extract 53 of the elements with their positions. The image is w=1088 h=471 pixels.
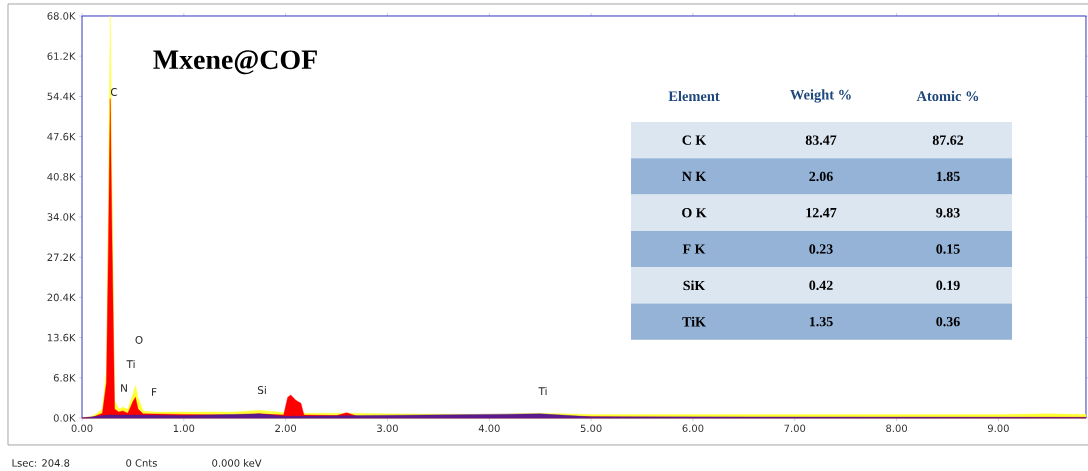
annotation: 87.62 (932, 135, 964, 145)
annotation: 1.85 (936, 171, 960, 182)
text: Mxene@COF (153, 50, 317, 75)
x-tick-label: 1.00 (173, 424, 195, 433)
y-tick-label: 0.0K (53, 414, 76, 422)
text: 0 Cnts (126, 459, 157, 467)
annotation: N (121, 384, 127, 392)
annotation: Atomic % (916, 90, 979, 102)
annotation: 0.42 (809, 280, 833, 291)
annotation: 12.47 (806, 208, 837, 218)
text: 0.000 keV (212, 459, 262, 467)
annotation: 2.06 (809, 171, 833, 182)
annotation: 83.47 (805, 135, 837, 145)
annotation: C (110, 88, 118, 96)
annotation: 1.35 (809, 316, 833, 327)
annotation: 0.36 (936, 316, 960, 327)
annotation: 9.83 (936, 207, 960, 218)
y-tick-label: 34.0K (47, 213, 76, 221)
annotation: 0.23 (809, 244, 833, 254)
annotation: F (152, 388, 157, 396)
annotation: Element (668, 90, 720, 102)
annotation: SiK (683, 280, 706, 291)
annotation: Ti (538, 387, 547, 395)
y-tick-label: 47.6K (47, 132, 76, 141)
annotation: Ti (126, 360, 135, 368)
annotation: 0.15 (936, 244, 960, 254)
y-tick-label: 68.0K (47, 12, 76, 20)
y-tick-label: 54.4K (47, 92, 76, 101)
y-tick-label: 20.4K (47, 293, 76, 302)
annotation: C K (682, 135, 707, 145)
x-tick-label: 2.00 (275, 424, 297, 433)
annotation: O K (682, 208, 707, 218)
y-tick-label: 13.6K (47, 333, 76, 342)
x-tick-label: 7.00 (784, 424, 806, 433)
x-tick-label: 0.00 (71, 424, 93, 433)
text: Lsec: 204.8 (12, 459, 70, 467)
x-tick-label: 4.00 (478, 424, 500, 433)
annotation: Weight % (790, 89, 851, 103)
annotation: O (135, 336, 143, 344)
x-tick-label: 8.00 (886, 424, 908, 433)
y-tick-label: 6.8K (53, 374, 76, 382)
y-tick-label: 40.8K (47, 173, 76, 181)
annotation: N K (682, 171, 707, 181)
y-tick-label: 27.2K (47, 253, 76, 261)
annotation: 0.19 (936, 280, 960, 291)
annotation: TiK (682, 316, 706, 327)
annotation: F K (682, 244, 706, 254)
x-tick-label: 3.00 (377, 424, 398, 433)
x-tick-label: 5.00 (580, 424, 602, 433)
x-tick-label: 9.00 (987, 424, 1009, 433)
annotation: Si (257, 385, 266, 395)
x-tick-label: 6.00 (682, 424, 704, 433)
y-tick-label: 61.2K (47, 52, 76, 60)
